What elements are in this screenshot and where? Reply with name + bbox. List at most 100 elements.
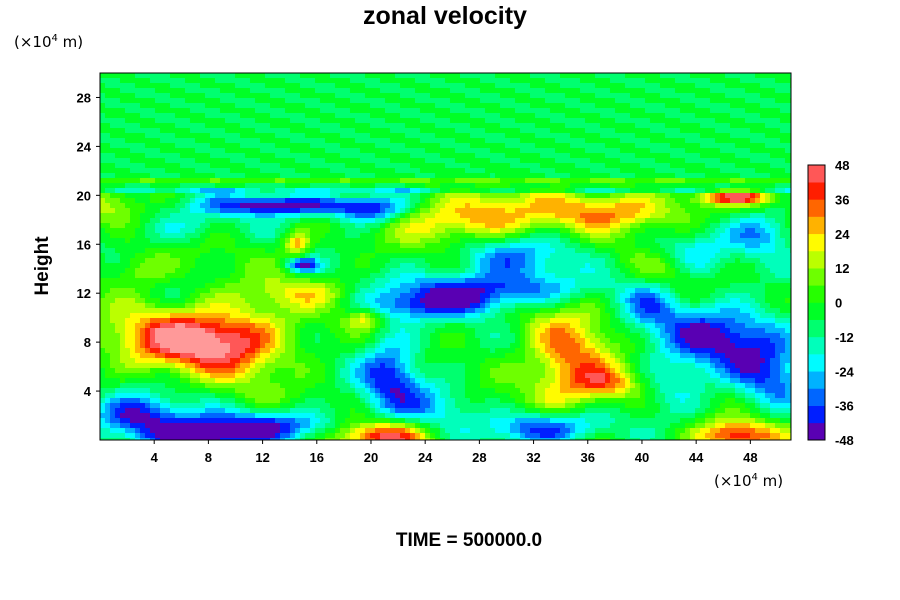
heat-cell (540, 238, 546, 244)
heat-cell (210, 93, 216, 99)
heat-cell (530, 73, 536, 79)
heat-cell (370, 178, 376, 184)
heat-cell (350, 203, 356, 209)
heat-cell (210, 168, 216, 174)
heat-cell (650, 93, 656, 99)
heat-cell (405, 128, 411, 134)
heat-cell (630, 108, 636, 114)
heat-cell (730, 173, 736, 179)
heat-cell (480, 148, 486, 154)
heat-cell (700, 188, 706, 194)
heat-cell (380, 248, 386, 254)
heat-cell (700, 88, 706, 94)
heat-cell (190, 138, 196, 144)
heat-cell (200, 178, 206, 184)
heat-cell (785, 183, 791, 189)
heat-cell (665, 128, 671, 134)
heat-cell (550, 133, 556, 139)
heat-cell (475, 73, 481, 79)
heat-cell (360, 128, 366, 134)
heat-cell (495, 203, 501, 209)
heat-cell (565, 233, 571, 239)
heat-cell (665, 238, 671, 244)
heat-cell (770, 233, 776, 239)
heat-cell (595, 118, 601, 124)
heat-cell (720, 123, 726, 129)
heat-cell (670, 218, 676, 224)
heat-cell (520, 218, 526, 224)
heat-cell (230, 93, 236, 99)
heat-cell (740, 238, 746, 244)
heat-cell (435, 173, 441, 179)
heat-cell (600, 208, 606, 214)
heat-cell (530, 203, 536, 209)
heat-cell (390, 133, 396, 139)
heat-cell (495, 198, 501, 204)
heat-cell (260, 73, 266, 79)
heat-cell (765, 158, 771, 164)
heat-cell (775, 133, 781, 139)
heat-cell (410, 78, 416, 84)
heat-cell (255, 138, 261, 144)
heat-cell (685, 183, 691, 189)
heat-cell (735, 183, 741, 189)
heat-cell (405, 78, 411, 84)
heat-cell (365, 128, 371, 134)
heat-cell (625, 128, 631, 134)
heat-cell (125, 153, 131, 159)
heat-cell (590, 73, 596, 79)
heat-cell (305, 113, 311, 119)
heat-cell (495, 243, 501, 249)
heat-cell (470, 243, 476, 249)
heat-cell (610, 103, 616, 109)
heat-cell (760, 118, 766, 124)
heat-cell (335, 233, 341, 239)
heat-cell (155, 178, 161, 184)
heat-cell (600, 153, 606, 159)
heat-cell (115, 153, 121, 159)
heat-cell (465, 243, 471, 249)
heat-cell (450, 138, 456, 144)
heat-cell (560, 138, 566, 144)
heat-cell (520, 188, 526, 194)
heat-cell (250, 203, 256, 209)
heat-cell (770, 98, 776, 104)
heat-cell (380, 138, 386, 144)
heat-cell (120, 178, 126, 184)
heat-cell (475, 228, 481, 234)
heat-cell (415, 83, 421, 89)
heat-cell (460, 233, 466, 239)
heat-cell (140, 213, 146, 219)
heat-cell (655, 243, 661, 249)
heat-cell (180, 173, 186, 179)
heat-cell (440, 173, 446, 179)
heat-cell (495, 153, 501, 159)
heat-cell (130, 93, 136, 99)
heat-cell (340, 183, 346, 189)
heat-cell (430, 108, 436, 114)
heat-cell (250, 233, 256, 239)
heat-cell (620, 78, 626, 84)
heat-cell (705, 73, 711, 79)
heat-cell (475, 208, 481, 214)
heat-cell (285, 83, 291, 89)
heat-cell (735, 153, 741, 159)
heat-cell (165, 163, 171, 169)
heat-cell (185, 168, 191, 174)
heat-cell (495, 218, 501, 224)
heat-cell (170, 218, 176, 224)
heat-cell (525, 148, 531, 154)
heat-cell (345, 223, 351, 229)
heat-cell (630, 193, 636, 199)
heat-cell (500, 128, 506, 134)
heat-cell (440, 103, 446, 109)
heat-cell (635, 163, 641, 169)
heat-cell (675, 83, 681, 89)
heat-cell (220, 188, 226, 194)
heat-cell (535, 123, 541, 129)
heat-cell (700, 248, 706, 254)
heat-cell (315, 153, 321, 159)
heat-cell (515, 233, 521, 239)
heat-cell (340, 233, 346, 239)
heat-cell (750, 223, 756, 229)
